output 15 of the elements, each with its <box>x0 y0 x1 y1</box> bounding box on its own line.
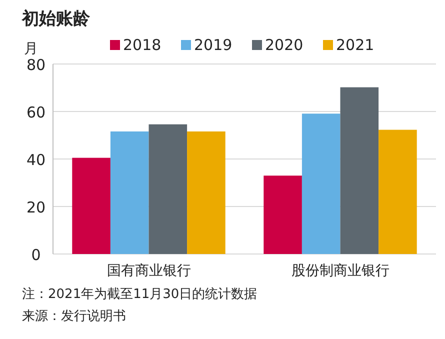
y-tick-label: 40 <box>26 151 46 169</box>
y-tick-label: 60 <box>26 104 46 122</box>
legend-label: 2020 <box>265 36 304 54</box>
y-tick-label: 0 <box>31 246 41 264</box>
legend-label: 2021 <box>336 36 374 54</box>
chart-title: 初始账龄 <box>21 9 91 29</box>
legend-label: 2018 <box>123 36 162 54</box>
x-tick-label: 国有商业银行 <box>106 263 191 279</box>
y-tick-label: 20 <box>26 198 46 216</box>
y-axis-title: 月 <box>24 41 38 57</box>
legend-label: 2019 <box>194 36 232 54</box>
source-note: 来源：发行说明书 <box>22 309 126 324</box>
y-tick-label: 80 <box>26 56 46 74</box>
x-tick-label: 股份制商业银行 <box>291 263 390 279</box>
text: 注：2021年为截至11月30日的统计数据 <box>22 287 258 302</box>
